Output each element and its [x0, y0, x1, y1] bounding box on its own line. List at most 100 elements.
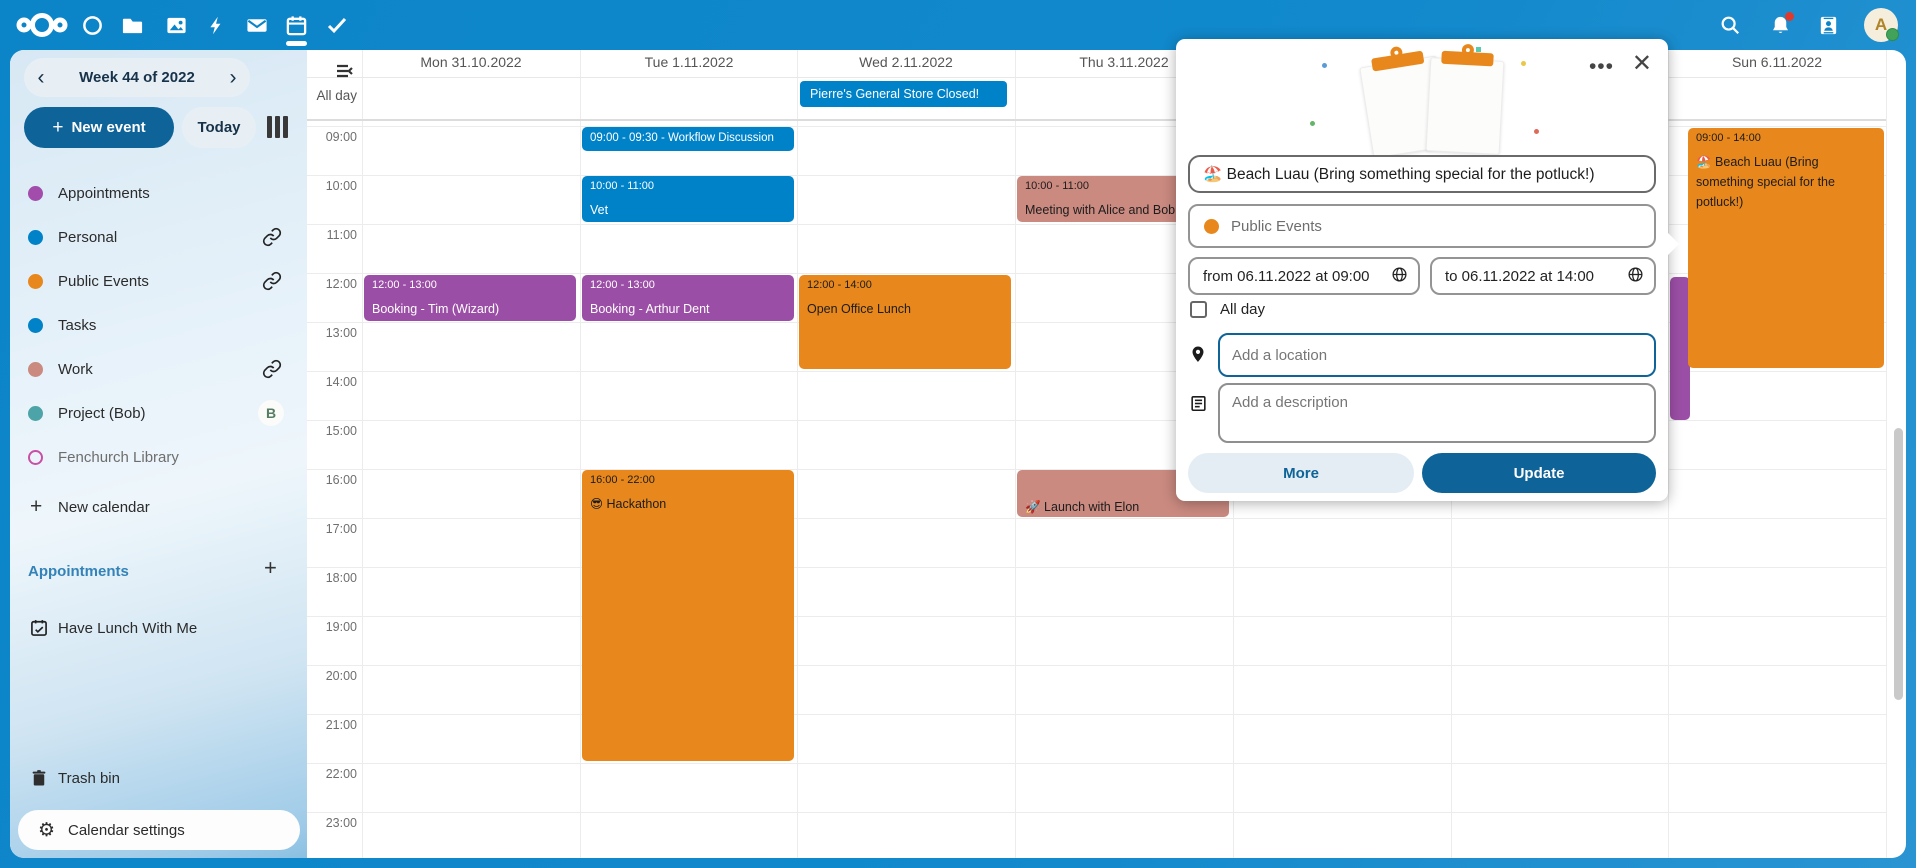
- event-title: 09:00 - 09:30 - Workflow Discussion: [590, 132, 774, 144]
- event-title-input[interactable]: [1188, 155, 1656, 193]
- time-label: 21:00: [325, 718, 357, 732]
- calendar-color-dot: [28, 185, 43, 201]
- day-header-tue: Tue 1.11.2022: [644, 54, 734, 70]
- dashboard-icon[interactable]: [72, 0, 112, 50]
- update-button[interactable]: Update: [1422, 453, 1656, 493]
- calendar-settings-button[interactable]: ⚙ Calendar settings: [18, 810, 300, 850]
- timezone-globe-icon[interactable]: [1391, 266, 1408, 287]
- calendar-label: Public Events: [58, 272, 149, 290]
- mail-icon[interactable]: [237, 0, 277, 50]
- timezone-globe-icon[interactable]: [1627, 266, 1644, 287]
- new-event-button[interactable]: + New event: [24, 107, 174, 148]
- day-header-sun: Sun 6.11.2022: [1731, 54, 1823, 70]
- actions-menu-icon[interactable]: •••: [1588, 55, 1614, 78]
- event-booking-arthur-dent[interactable]: 12:00 - 13:00 Booking - Arthur Dent: [582, 275, 794, 321]
- next-week-button[interactable]: ›: [229, 65, 237, 89]
- allday-checkbox[interactable]: [1190, 301, 1207, 318]
- calendar-color-dot: [28, 405, 43, 421]
- time-label: 11:00: [326, 228, 357, 242]
- allday-label: All day: [316, 88, 357, 103]
- add-appointment-config-button[interactable]: +: [264, 555, 277, 580]
- event-hackathon[interactable]: 16:00 - 22:00 😎 Hackathon: [582, 470, 794, 761]
- new-calendar-label: New calendar: [58, 498, 150, 516]
- collapse-week-icon[interactable]: [332, 63, 354, 84]
- event-booking-tim[interactable]: 12:00 - 13:00 Booking - Tim (Wizard): [364, 275, 576, 321]
- start-datetime-value: from 06.11.2022 at 09:00: [1203, 267, 1370, 285]
- calendar-check-icon: [29, 618, 49, 638]
- week-selector[interactable]: ‹ Week 44 of 2022 ›: [24, 58, 250, 97]
- shared-link-icon[interactable]: [262, 359, 282, 379]
- calendar-label: Project (Bob): [58, 404, 146, 422]
- calendar-label: Appointments: [58, 184, 150, 202]
- more-button[interactable]: More: [1188, 453, 1414, 493]
- activity-icon[interactable]: [196, 0, 236, 50]
- close-icon[interactable]: ✕: [1631, 50, 1652, 77]
- appointment-config-item[interactable]: Have Lunch With Me: [10, 608, 307, 648]
- event-beach-luau[interactable]: 09:00 - 14:00 🏖️ Beach Luau (Bring somet…: [1688, 128, 1884, 368]
- shared-link-icon[interactable]: [262, 271, 282, 291]
- tasks-icon[interactable]: [317, 0, 357, 50]
- event-title: Meeting with Alice and Bob: [1025, 203, 1176, 217]
- notifications-icon[interactable]: [1760, 0, 1800, 50]
- today-button[interactable]: Today: [182, 107, 256, 148]
- sidebar-calendar-appointments[interactable]: Appointments: [10, 171, 307, 215]
- calendar-picker[interactable]: Public Events: [1188, 204, 1656, 248]
- calendar-label: Fenchurch Library: [58, 448, 179, 466]
- sidebar-calendar-public-events[interactable]: Public Events: [10, 259, 307, 303]
- event-time: 10:00 - 11:00: [1025, 180, 1090, 192]
- calendar-color-dot: [28, 229, 43, 245]
- event-title: 🏖️ Beach Luau (Bring something special f…: [1696, 155, 1835, 209]
- event-open-office-lunch[interactable]: 12:00 - 14:00 Open Office Lunch: [799, 275, 1011, 369]
- trash-icon: [30, 768, 48, 788]
- appointment-config-label: Have Lunch With Me: [58, 619, 198, 637]
- start-datetime-field[interactable]: from 06.11.2022 at 09:00: [1188, 257, 1420, 295]
- calendar-label: Personal: [58, 228, 118, 246]
- event-time: 12:00 - 13:00: [372, 279, 437, 291]
- calendar-icon[interactable]: [276, 0, 316, 50]
- appointments-heading: Appointments: [28, 563, 129, 580]
- popup-arrow: [1668, 233, 1679, 255]
- sidebar-calendar-personal[interactable]: Personal: [10, 215, 307, 259]
- share-owner-badge: B: [258, 400, 284, 426]
- calendar-color-dot: [28, 449, 43, 465]
- event-time: 12:00 - 14:00: [807, 279, 872, 291]
- week-label: Week 44 of 2022: [79, 69, 195, 86]
- sidebar-calendar-work[interactable]: Work: [10, 347, 307, 391]
- new-calendar-button[interactable]: + New calendar: [10, 487, 307, 527]
- time-label: 15:00: [325, 424, 357, 438]
- time-label: 16:00: [325, 473, 357, 487]
- trash-bin-item[interactable]: Trash bin: [10, 758, 307, 798]
- event-title: Pierre's General Store Closed!: [810, 87, 980, 101]
- allday-event-pierres-store[interactable]: Pierre's General Store Closed!: [800, 81, 1007, 107]
- calendar-color-dot: [28, 361, 43, 377]
- sidebar-calendar-project-bob[interactable]: Project (Bob) B: [10, 391, 307, 435]
- sidebar-calendar-fenchurch-library[interactable]: Fenchurch Library: [10, 435, 307, 479]
- day-header-mon: Mon 31.10.2022: [420, 54, 522, 70]
- calendar-picker-value: Public Events: [1231, 217, 1322, 235]
- contacts-icon[interactable]: [1808, 0, 1848, 50]
- photos-icon[interactable]: [156, 0, 196, 50]
- sidebar: ‹ Week 44 of 2022 › + New event Today Ap…: [10, 50, 307, 858]
- description-input[interactable]: [1218, 383, 1656, 443]
- vertical-scrollbar[interactable]: [1894, 428, 1903, 700]
- event-workflow-discussion[interactable]: 09:00 - 09:30 - Workflow Discussion: [582, 127, 794, 151]
- shared-link-icon[interactable]: [262, 227, 282, 247]
- previous-week-button[interactable]: ‹: [37, 65, 45, 89]
- event-partially-hidden[interactable]: [1670, 277, 1690, 420]
- time-label: 10:00: [325, 179, 357, 193]
- event-time: 16:00 - 22:00: [590, 474, 655, 486]
- time-label: 09:00: [325, 130, 357, 144]
- view-switcher-icon[interactable]: [267, 116, 293, 138]
- location-input[interactable]: [1218, 333, 1656, 377]
- day-header-wed: Wed 2.11.2022: [859, 54, 953, 70]
- search-icon[interactable]: [1710, 0, 1750, 50]
- calendar-label: Tasks: [58, 316, 97, 334]
- nextcloud-logo[interactable]: [14, 7, 70, 43]
- end-datetime-field[interactable]: to 06.11.2022 at 14:00: [1430, 257, 1656, 295]
- event-vet[interactable]: 10:00 - 11:00 Vet: [582, 176, 794, 222]
- event-title: 🚀 Launch with Elon: [1025, 500, 1140, 514]
- avatar[interactable]: A: [1864, 8, 1898, 42]
- event-time: 09:00 - 14:00: [1696, 132, 1761, 144]
- files-icon[interactable]: [112, 0, 152, 50]
- sidebar-calendar-tasks[interactable]: Tasks: [10, 303, 307, 347]
